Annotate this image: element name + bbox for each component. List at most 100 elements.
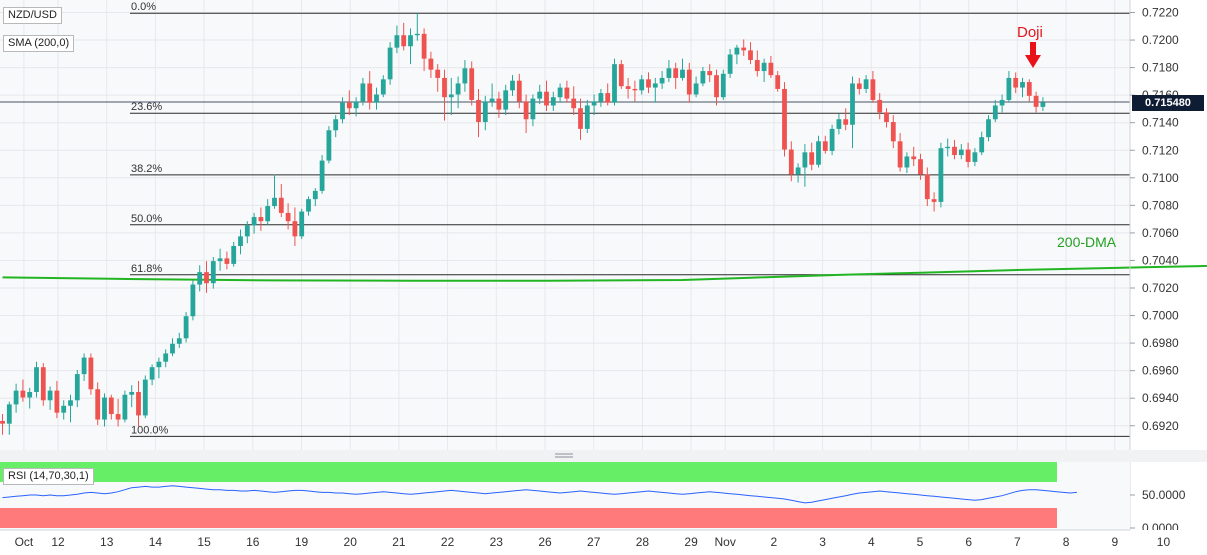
candle-body: [13, 390, 19, 405]
x-tick-label: 19: [295, 535, 309, 549]
candle-body: [659, 77, 665, 84]
candle-body: [510, 80, 515, 91]
candle-body: [156, 361, 162, 368]
x-tick-label: 14: [149, 535, 163, 549]
rsi-legend-label[interactable]: RSI (14,70,30,1): [3, 468, 94, 485]
candle-body: [693, 83, 699, 95]
candle: [788, 141, 794, 182]
candle-body: [639, 79, 645, 91]
candle-body: [489, 98, 495, 102]
candle: [1006, 71, 1012, 103]
pane-divider-handle-icon[interactable]: [555, 453, 573, 458]
candle-body: [802, 152, 808, 168]
candle-body: [34, 367, 39, 393]
candle-body: [272, 197, 277, 207]
candle-body: [965, 149, 971, 162]
candle-body: [469, 68, 475, 100]
candle: [782, 82, 787, 157]
candle-body: [54, 390, 60, 413]
candle: [836, 113, 842, 135]
candle-body: [571, 98, 577, 109]
candle: [34, 361, 39, 398]
y-tick-label: 0.7220: [1142, 6, 1179, 20]
candle: [95, 382, 101, 426]
candle-body: [40, 367, 46, 401]
candle-body: [414, 33, 420, 36]
candle-body: [224, 258, 230, 264]
candle: [176, 332, 182, 348]
candle: [523, 94, 529, 134]
candle: [27, 387, 33, 409]
candle: [952, 139, 957, 160]
candle: [972, 148, 978, 167]
time-axis[interactable]: [0, 530, 1207, 555]
candle-body: [102, 397, 107, 420]
y-tick-label: 0.7120: [1142, 143, 1179, 157]
candle-body: [231, 245, 237, 264]
candle: [401, 22, 407, 51]
candle: [591, 94, 597, 116]
fib-level-label: 0.0%: [131, 1, 156, 13]
fib-level-label: 23.6%: [131, 101, 162, 113]
candle-body: [244, 225, 250, 237]
y-tick-label: 0.6920: [1142, 419, 1179, 433]
candle: [734, 44, 740, 65]
candle: [360, 77, 366, 106]
sma-legend-label[interactable]: SMA (200,0): [3, 35, 75, 52]
y-tick-label: 0.7140: [1142, 116, 1179, 130]
candle-body: [47, 390, 53, 401]
candle-body: [761, 62, 767, 72]
x-tick-label: 4: [868, 535, 875, 549]
candle-body: [1020, 82, 1025, 88]
candle-body: [979, 137, 985, 153]
x-tick-label: 20: [344, 535, 358, 549]
candle: [251, 212, 257, 234]
candle-body: [999, 99, 1005, 106]
candle: [210, 257, 216, 289]
candle: [306, 196, 311, 216]
candle-body: [884, 112, 889, 123]
candle: [156, 357, 162, 379]
candle-body: [666, 68, 672, 78]
candle-body: [1013, 77, 1019, 88]
pane-divider[interactable]: [0, 450, 1207, 462]
candle: [931, 192, 937, 212]
candle: [1040, 97, 1046, 111]
candle-body: [353, 101, 359, 109]
candle: [367, 71, 373, 110]
fib-level-label: 100.0%: [131, 424, 169, 436]
candle-body: [367, 83, 373, 103]
candle: [992, 99, 998, 123]
x-tick-label: Nov: [715, 535, 736, 549]
candle-body: [408, 35, 413, 47]
symbol-label[interactable]: NZD/USD: [3, 7, 62, 24]
candle: [238, 229, 243, 255]
candle-body: [136, 392, 141, 416]
candle: [394, 25, 400, 54]
fib-level-label: 61.8%: [131, 263, 162, 275]
candle: [496, 91, 502, 118]
candle: [40, 363, 46, 406]
dma-label: 200-DMA: [1057, 234, 1117, 250]
candle: [122, 390, 128, 423]
candle: [81, 353, 87, 381]
candle: [299, 208, 305, 240]
candle-body: [394, 35, 400, 48]
y-tick-label: 0.6980: [1142, 336, 1179, 350]
y-tick-label: 0.7020: [1142, 281, 1179, 295]
candle-body: [537, 91, 543, 99]
candle-body: [741, 47, 747, 51]
y-tick-label: 0.6940: [1142, 391, 1179, 405]
candle-body: [850, 83, 855, 125]
candle-body: [306, 199, 311, 212]
candle: [183, 312, 189, 343]
candle-body: [346, 102, 352, 109]
candle-body: [448, 94, 454, 98]
candle-body: [387, 47, 393, 80]
candle: [584, 99, 590, 134]
candle-body: [904, 156, 910, 168]
candle: [598, 88, 604, 107]
candle-body: [455, 83, 461, 95]
candle-body: [918, 159, 923, 175]
